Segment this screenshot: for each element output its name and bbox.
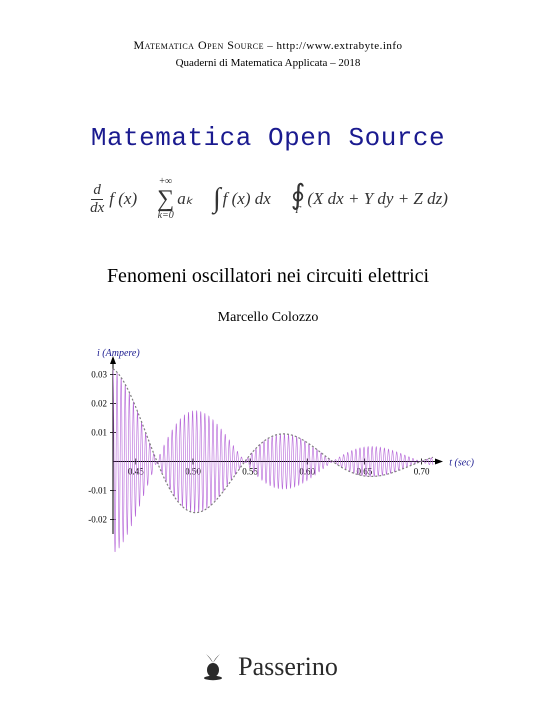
formula-2-rest: aₖ — [177, 189, 193, 209]
frac-num: d — [91, 182, 103, 200]
formula-contour-integral: ∮ Γ (X dx + Y dy + Z dz) — [291, 182, 448, 216]
formula-3-rest: f (x) dx — [223, 189, 271, 209]
svg-text:0.01: 0.01 — [91, 428, 107, 438]
header-url: http://www.extrabyte.info — [277, 40, 403, 52]
svg-text:0.55: 0.55 — [242, 467, 258, 477]
svg-text:0.03: 0.03 — [91, 370, 107, 380]
formula-1-rest: f (x) — [109, 189, 137, 209]
sum-bot: k=0 — [158, 211, 174, 221]
int-sign: ∫ — [213, 183, 221, 215]
header-line-2: Quaderni di Matematica Applicata – 2018 — [0, 55, 536, 72]
header-site-name: Matematica Open Source — [133, 38, 264, 52]
svg-text:i (Ampere): i (Ampere) — [97, 348, 140, 359]
oscillation-chart: i (Ampere) t (sec) -0.02 -0.01 0.01 0.02 0.03 0… — [58, 342, 478, 552]
publisher-name: Passerino — [238, 652, 338, 682]
author: Marcello Colozzo — [0, 310, 536, 326]
main-title: Matematica Open Source — [0, 123, 536, 153]
formula-4-rest: (X dx + Y dy + Z dz) — [307, 189, 448, 209]
page-header: Matematica Open Source – http://www.extr… — [0, 0, 536, 71]
svg-text:0.70: 0.70 — [414, 467, 430, 477]
sum-sigma: ∑ — [157, 187, 174, 211]
chart-container: i (Ampere) t (sec) -0.02 -0.01 0.01 0.02 0.03 0… — [0, 342, 536, 552]
svg-text:t (sec): t (sec) — [449, 458, 474, 469]
publisher-logo-icon — [198, 652, 228, 682]
frac-den: dx — [88, 200, 106, 217]
publisher-block: Passerino — [0, 652, 536, 682]
formula-row: d dx f (x) +∞ ∑ k=0 aₖ ∫ f (x) dx ∮ Γ (X… — [0, 177, 536, 221]
header-sep: – — [264, 40, 277, 52]
formula-integral: ∫ f (x) dx — [213, 183, 271, 215]
formula-derivative: d dx f (x) — [88, 182, 137, 216]
formula-sum: +∞ ∑ k=0 aₖ — [157, 177, 193, 221]
oint-gamma: Γ — [295, 206, 301, 216]
subtitle: Fenomeni oscillatori nei circuiti elettr… — [0, 265, 536, 288]
svg-text:-0.01: -0.01 — [88, 486, 107, 496]
svg-text:-0.02: -0.02 — [88, 515, 107, 525]
header-line-1: Matematica Open Source – http://www.extr… — [0, 36, 536, 55]
svg-text:0.02: 0.02 — [91, 399, 107, 409]
